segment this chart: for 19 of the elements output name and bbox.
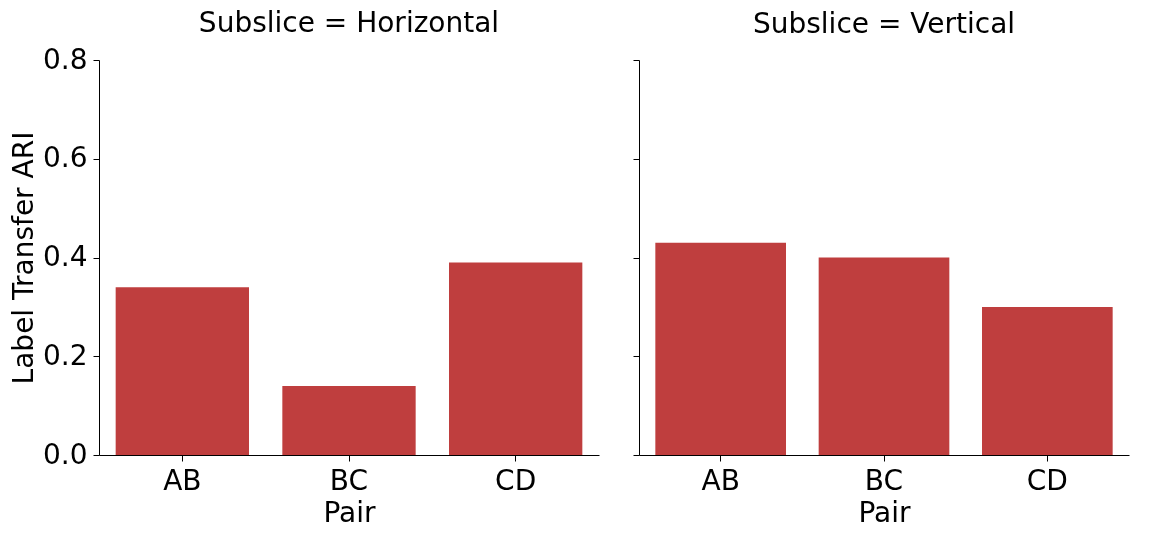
x-tick-label: BC <box>864 463 904 497</box>
bar <box>282 385 416 455</box>
y-tick-label: 0.2 <box>42 338 88 372</box>
x-tick-label: AB <box>163 463 202 497</box>
y-tick-label: 0.6 <box>42 141 88 175</box>
x-axis-title: Pair <box>323 495 377 529</box>
chart-title: Subslice = Horizontal <box>198 6 500 39</box>
x-tick-label: CD <box>1026 463 1068 497</box>
y-tick-label: 0.8 <box>42 42 88 76</box>
y-tick-label: 0.0 <box>42 437 88 471</box>
y-axis-title: Label Transfer ARI <box>6 131 40 385</box>
x-axis-title: Pair <box>858 495 912 529</box>
y-tick-label: 0.4 <box>42 240 88 273</box>
bar <box>115 287 249 455</box>
chart-title: Subslice = Vertical <box>752 6 1016 40</box>
x-tick-label: CD <box>495 463 537 497</box>
x-tick-label: BC <box>329 463 369 497</box>
x-tick-label: AB <box>701 463 740 497</box>
bar <box>449 262 583 455</box>
